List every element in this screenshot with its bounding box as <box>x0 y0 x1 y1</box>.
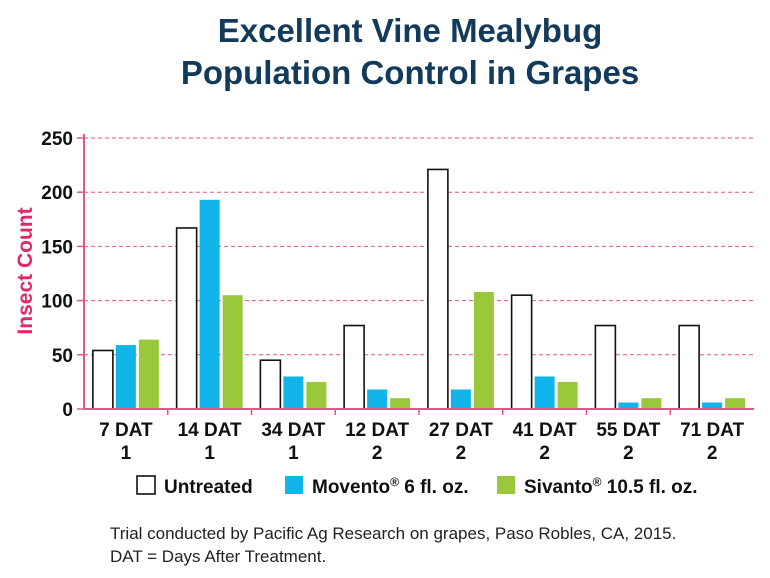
bar-movento <box>534 376 555 409</box>
x-category-sublabel: 1 <box>121 443 132 464</box>
x-category-sublabel: 2 <box>456 443 467 464</box>
x-category-sublabel: 2 <box>707 443 718 464</box>
bar-untreated <box>678 324 700 410</box>
y-tick-label: 50 <box>52 346 73 367</box>
x-category-sublabel: 1 <box>288 443 299 464</box>
x-category-label: 34 DAT <box>261 420 325 441</box>
legend-label-untreated: Untreated <box>164 477 253 498</box>
x-category-sublabel: 2 <box>623 443 634 464</box>
bar-untreated <box>510 294 533 410</box>
bar-sivanto <box>473 291 494 409</box>
bars <box>92 168 746 410</box>
y-axis-ticks: 0 50 100 150 200 250 <box>41 129 84 421</box>
legend-swatch-sivanto <box>497 476 515 494</box>
x-category-sublabel: 2 <box>539 443 550 464</box>
bar-sivanto <box>222 295 243 409</box>
x-category-label: 41 DAT <box>513 420 577 441</box>
chart-title: Excellent Vine Mealybug Population Contr… <box>181 12 639 91</box>
legend-swatch-untreated <box>136 475 156 495</box>
chart-title-line-1: Excellent Vine Mealybug <box>218 12 603 49</box>
bar-movento <box>702 402 723 409</box>
y-tick-label: 0 <box>62 400 73 421</box>
axes <box>83 134 754 415</box>
bar-untreated <box>175 227 198 410</box>
bar-untreated <box>427 168 449 410</box>
x-category-sublabel: 1 <box>204 443 215 464</box>
bar-sivanto <box>557 381 578 409</box>
x-category-label: 55 DAT <box>596 420 660 441</box>
bar-sivanto <box>725 398 746 409</box>
x-category-label: 27 DAT <box>429 420 493 441</box>
legend: Untreated Movento® 6 fl. oz. Sivanto® 10.5… <box>136 475 698 498</box>
chart-title-line-2: Population Control in Grapes <box>181 54 639 91</box>
bar-movento <box>618 402 639 409</box>
legend-label-sivanto: Sivanto® 10.5 fl. oz. <box>524 475 698 498</box>
bar-sivanto <box>138 339 159 409</box>
bar-untreated <box>594 324 617 410</box>
bar-movento <box>367 389 388 409</box>
x-category-label: 7 DAT <box>99 420 153 441</box>
footnote-trial: Trial conducted by Pacific Ag Research o… <box>110 524 676 543</box>
legend-label-movento: Movento® 6 fl. oz. <box>312 475 469 498</box>
bar-movento <box>115 345 136 409</box>
footnote-dat: DAT = Days After Treatment. <box>110 547 326 566</box>
y-tick-label: 100 <box>41 292 73 313</box>
x-category-sublabel: 2 <box>372 443 383 464</box>
bar-untreated <box>259 359 282 410</box>
legend-swatch-movento <box>285 476 303 494</box>
x-category-label: 12 DAT <box>345 420 409 441</box>
bar-sivanto <box>390 398 411 409</box>
bar-movento <box>199 199 220 409</box>
bar-untreated <box>343 324 365 410</box>
bar-movento <box>450 389 471 409</box>
bar-untreated <box>92 349 114 410</box>
y-tick-label: 250 <box>41 129 73 150</box>
y-tick-label: 200 <box>41 183 73 204</box>
x-category-label: 71 DAT <box>680 420 744 441</box>
y-axis-label: Insect Count <box>14 207 37 334</box>
bar-sivanto <box>306 381 327 409</box>
bar-movento <box>283 376 304 409</box>
x-category-label: 14 DAT <box>178 420 242 441</box>
footnotes: Trial conducted by Pacific Ag Research o… <box>110 524 676 566</box>
bar-sivanto <box>641 398 662 409</box>
y-tick-label: 150 <box>41 237 73 258</box>
